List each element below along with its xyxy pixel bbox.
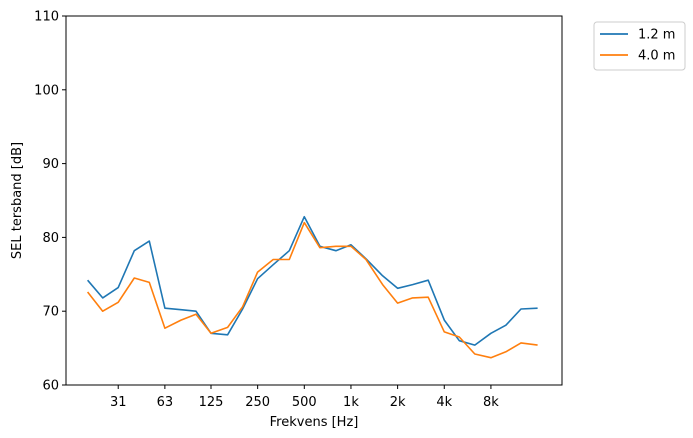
tick-layer: 60 70 80 90 100 110 31 63 125 250 500 1k 2k 4k 8k: [34, 10, 499, 411]
y-axis-label: SEL tersband [dB]: [10, 142, 25, 259]
x-tick-label: 8k: [483, 395, 499, 410]
x-tick-label: 4k: [436, 395, 452, 410]
y-tick-label: 110: [34, 10, 59, 25]
y-tick-label: 80: [42, 231, 59, 246]
series-line-2: [86, 221, 538, 359]
y-tick-label: 100: [34, 83, 59, 98]
y-tick-label: 70: [42, 305, 59, 320]
series-layer: [86, 215, 538, 359]
x-tick-label: 31: [110, 395, 127, 410]
x-tick-label: 125: [199, 395, 224, 410]
y-tick-label: 60: [42, 379, 59, 394]
plot-frame: [65, 15, 563, 386]
x-axis-label: Frekvens [Hz]: [270, 415, 359, 430]
x-tick-label: 250: [245, 395, 270, 410]
x-tick-label: 500: [292, 395, 317, 410]
x-tick-label: 63: [157, 395, 174, 410]
x-tick-label: 2k: [390, 395, 406, 410]
y-tick-label: 90: [42, 157, 59, 172]
legend-label: 4.0 m: [638, 49, 675, 64]
legend-label: 1.2 m: [638, 28, 675, 43]
x-tick-label: 1k: [343, 395, 359, 410]
series-line-1: [86, 215, 538, 346]
legend: 1.2 m 4.0 m: [593, 21, 686, 71]
